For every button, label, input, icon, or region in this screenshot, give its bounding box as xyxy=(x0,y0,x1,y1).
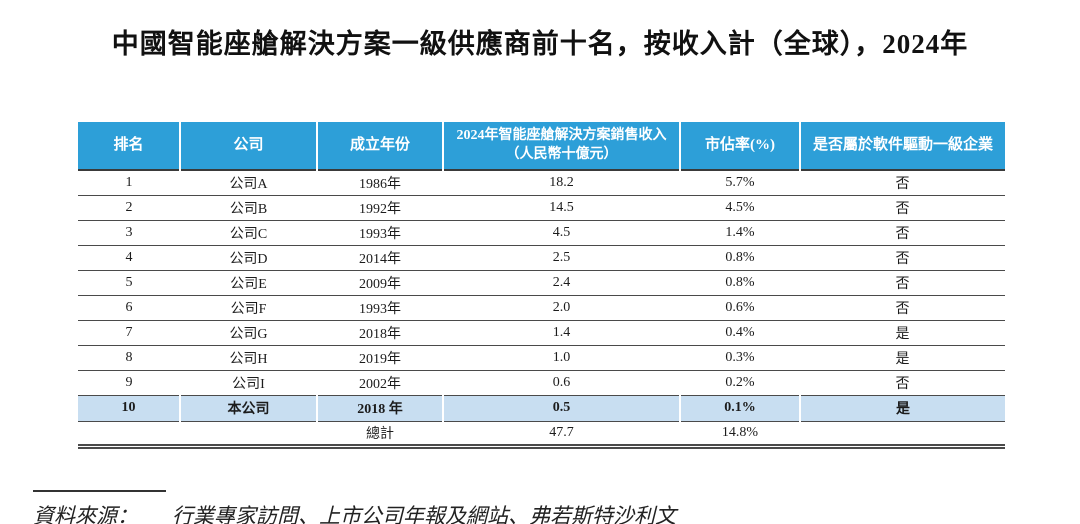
cell-software: 否 xyxy=(800,245,1005,271)
total-share: 14.8% xyxy=(680,421,800,449)
cell-rank: 2 xyxy=(78,195,180,221)
cell-software: 否 xyxy=(800,170,1005,196)
supplier-table-grid: 排名 公司 成立年份 2024年智能座艙解決方案銷售收入 （人民幣十億元） 市佔… xyxy=(78,122,1005,449)
cell-software: 否 xyxy=(800,270,1005,296)
cell-company: 公司H xyxy=(180,345,317,371)
cell-revenue: 4.5 xyxy=(443,220,680,246)
cell-founded: 2009年 xyxy=(317,270,443,296)
cell-share: 0.2% xyxy=(680,370,800,396)
header-revenue: 2024年智能座艙解決方案銷售收入 （人民幣十億元） xyxy=(442,122,680,170)
cell-founded: 2014年 xyxy=(317,245,443,271)
source-label: 資料來源： xyxy=(33,504,138,524)
supplier-table: 排名 公司 成立年份 2024年智能座艙解決方案銷售收入 （人民幣十億元） 市佔… xyxy=(78,122,1005,449)
cell-company: 公司C xyxy=(180,220,317,246)
cell-software: 否 xyxy=(800,295,1005,321)
cell-founded: 1992年 xyxy=(317,195,443,221)
cell-company: 公司B xyxy=(180,195,317,221)
cell-revenue: 2.4 xyxy=(443,270,680,296)
cell-revenue: 2.0 xyxy=(443,295,680,321)
total-empty-company xyxy=(180,421,317,449)
cell-share: 0.8% xyxy=(680,270,800,296)
cell-share: 0.4% xyxy=(680,320,800,346)
page-title: 中國智能座艙解決方案一級供應商前十名，按收入計（全球），2024年 xyxy=(111,29,969,59)
cell-rank: 7 xyxy=(78,320,180,346)
table-row: 1 公司A 1986年 18.2 5.7% 否 xyxy=(78,170,1005,196)
table-total-row: 總計 47.7 14.8% xyxy=(78,421,1005,449)
cell-rank: 6 xyxy=(78,295,180,321)
table-row: 9 公司I 2002年 0.6 0.2% 否 xyxy=(78,370,1005,396)
cell-company: 本公司 xyxy=(179,395,317,422)
page: 中國智能座艙解決方案一級供應商前十名，按收入計（全球），2024年 排名 公司 … xyxy=(0,22,1080,524)
header-founded: 成立年份 xyxy=(316,122,443,170)
cell-company: 公司D xyxy=(180,245,317,271)
total-empty-software xyxy=(800,421,1005,449)
header-share: 市佔率(%) xyxy=(679,122,800,170)
header-revenue-line1: 2024年智能座艙解決方案銷售收入 xyxy=(456,127,667,143)
cell-company: 公司F xyxy=(180,295,317,321)
cell-company: 公司G xyxy=(180,320,317,346)
cell-rank: 3 xyxy=(78,220,180,246)
cell-rank: 10 xyxy=(78,395,180,422)
cell-software: 是 xyxy=(800,345,1005,371)
cell-founded: 2018年 xyxy=(317,320,443,346)
cell-founded: 1986年 xyxy=(317,170,443,196)
cell-share: 0.1% xyxy=(679,395,800,422)
header-software: 是否屬於軟件驅動一級企業 xyxy=(799,122,1005,170)
table-row: 4 公司D 2014年 2.5 0.8% 否 xyxy=(78,245,1005,271)
cell-founded: 1993年 xyxy=(317,220,443,246)
cell-company: 公司I xyxy=(180,370,317,396)
cell-founded: 2018 年 xyxy=(316,395,443,422)
source-line: 資料來源： 行業專家訪問、上市公司年報及網站、弗若斯特沙利文 xyxy=(33,500,1043,524)
cell-company: 公司A xyxy=(180,170,317,196)
cell-share: 0.3% xyxy=(680,345,800,371)
cell-share: 0.8% xyxy=(680,245,800,271)
cell-revenue: 0.6 xyxy=(443,370,680,396)
cell-software: 是 xyxy=(800,320,1005,346)
cell-founded: 1993年 xyxy=(317,295,443,321)
header-revenue-line2: （人民幣十億元） xyxy=(505,146,618,162)
cell-founded: 2002年 xyxy=(317,370,443,396)
cell-software: 否 xyxy=(800,220,1005,246)
cell-software: 是 xyxy=(799,395,1005,422)
cell-share: 1.4% xyxy=(680,220,800,246)
cell-software: 否 xyxy=(800,195,1005,221)
cell-share: 0.6% xyxy=(680,295,800,321)
cell-revenue: 2.5 xyxy=(443,245,680,271)
cell-rank: 1 xyxy=(78,170,180,196)
cell-revenue: 14.5 xyxy=(443,195,680,221)
total-label: 總計 xyxy=(317,421,443,449)
cell-rank: 8 xyxy=(78,345,180,371)
header-rank: 排名 xyxy=(78,122,180,170)
table-row: 5 公司E 2009年 2.4 0.8% 否 xyxy=(78,270,1005,296)
total-revenue: 47.7 xyxy=(443,421,680,449)
cell-rank: 9 xyxy=(78,370,180,396)
table-row: 6 公司F 1993年 2.0 0.6% 否 xyxy=(78,295,1005,321)
cell-software: 否 xyxy=(800,370,1005,396)
source-text: 行業專家訪問、上市公司年報及網站、弗若斯特沙利文 xyxy=(172,504,676,524)
cell-share: 4.5% xyxy=(680,195,800,221)
table-row: 8 公司H 2019年 1.0 0.3% 是 xyxy=(78,345,1005,371)
source-divider-rule xyxy=(33,490,166,492)
cell-rank: 5 xyxy=(78,270,180,296)
header-company: 公司 xyxy=(179,122,317,170)
cell-company: 公司E xyxy=(180,270,317,296)
table-header-row: 排名 公司 成立年份 2024年智能座艙解決方案銷售收入 （人民幣十億元） 市佔… xyxy=(78,122,1005,170)
cell-founded: 2019年 xyxy=(317,345,443,371)
cell-revenue: 0.5 xyxy=(442,395,680,422)
table-body: 1 公司A 1986年 18.2 5.7% 否 2 公司B 1992年 14.5 4.5% 否 3 公司C… xyxy=(78,170,1005,422)
table-row: 2 公司B 1992年 14.5 4.5% 否 xyxy=(78,195,1005,221)
cell-share: 5.7% xyxy=(680,170,800,196)
cell-revenue: 1.4 xyxy=(443,320,680,346)
total-empty-rank xyxy=(78,421,180,449)
cell-revenue: 1.0 xyxy=(443,345,680,371)
table-row-our-company: 10 本公司 2018 年 0.5 0.1% 是 xyxy=(78,395,1005,422)
table-row: 3 公司C 1993年 4.5 1.4% 否 xyxy=(78,220,1005,246)
source-note: 資料來源： 行業專家訪問、上市公司年報及網站、弗若斯特沙利文 xyxy=(33,490,1043,524)
table-row: 7 公司G 2018年 1.4 0.4% 是 xyxy=(78,320,1005,346)
cell-revenue: 18.2 xyxy=(443,170,680,196)
cell-rank: 4 xyxy=(78,245,180,271)
